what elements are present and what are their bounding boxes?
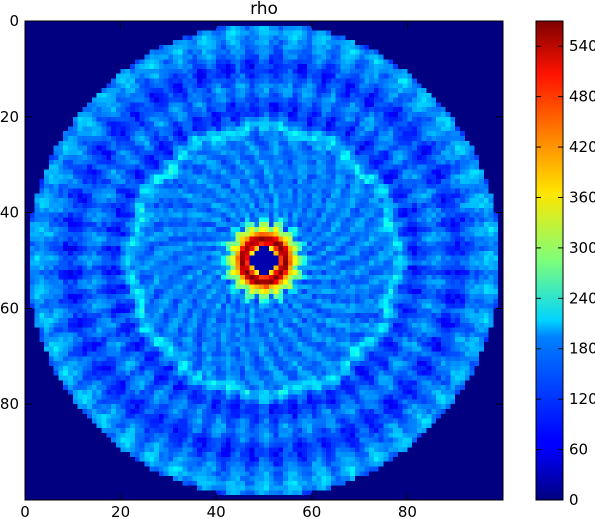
y-tick-label: 40 <box>0 204 19 222</box>
x-tick-label: 20 <box>111 503 130 519</box>
y-tick-label: 60 <box>0 299 19 317</box>
colorbar-tick-label: 60 <box>569 441 588 459</box>
colorbar-tick-label: 180 <box>569 340 595 358</box>
x-tick-label: 80 <box>398 503 417 519</box>
x-tick-label: 40 <box>207 503 226 519</box>
colorbar-tick-label: 300 <box>569 239 595 257</box>
y-tick-label: 0 <box>9 12 19 30</box>
heatmap-plot-area <box>24 20 504 501</box>
colorbar-tick-label: 240 <box>569 289 595 307</box>
colorbar-gradient <box>535 20 564 501</box>
x-axis: 0 20 40 60 80 <box>20 21 417 519</box>
y-axis: 0 20 40 60 80 <box>0 12 503 413</box>
colorbar-tick-label: 0 <box>569 491 579 509</box>
colorbar-tick-label: 480 <box>569 88 595 106</box>
y-tick-label: 80 <box>0 395 19 413</box>
colorbar-tick-label: 360 <box>569 188 595 206</box>
x-tick-label: 0 <box>20 503 30 519</box>
colorbar-ticks: 0 60 120 180 240 300 360 420 480 540 <box>536 37 595 509</box>
colorbar-tick-label: 420 <box>569 138 595 156</box>
chart-title: rho <box>250 0 278 19</box>
x-tick-label: 60 <box>302 503 321 519</box>
plot-frame <box>24 20 504 501</box>
colorbar-tick-label: 120 <box>569 390 595 408</box>
y-tick-label: 20 <box>0 108 19 126</box>
colorbar-tick-label: 540 <box>569 37 595 55</box>
heatmap-image <box>25 21 503 500</box>
colorbar: 0 60 120 180 240 300 360 420 480 540 <box>535 20 595 509</box>
